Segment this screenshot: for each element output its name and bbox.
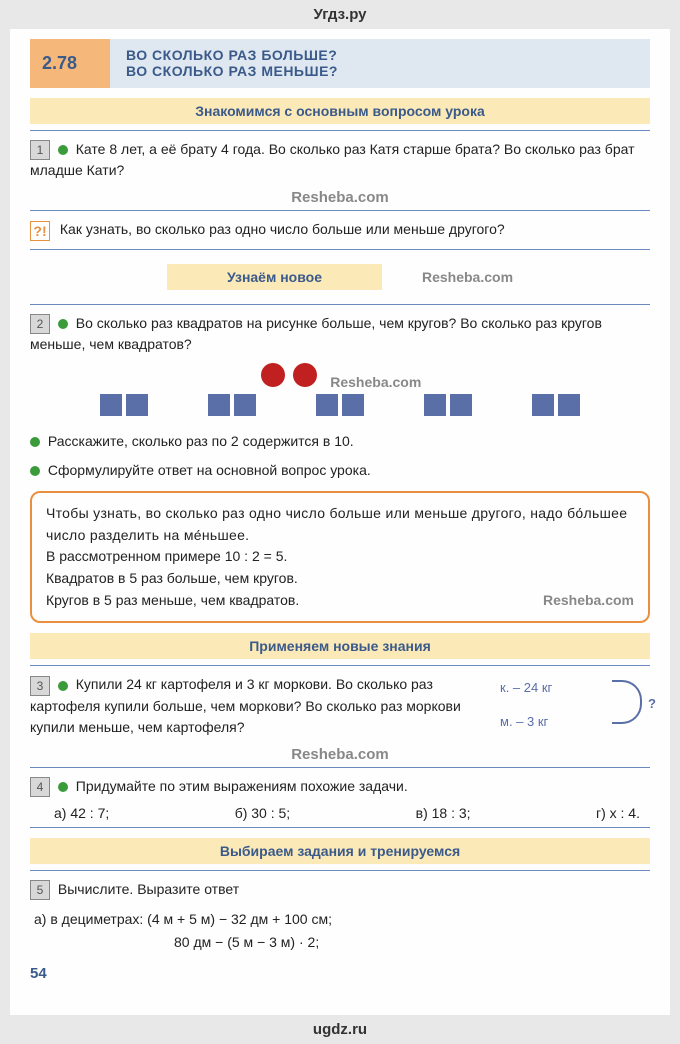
- title-line-1: ВО СКОЛЬКО РАЗ БОЛЬШЕ?: [126, 47, 634, 63]
- square-shape: [100, 394, 122, 416]
- watermark: Resheba.com: [330, 374, 421, 390]
- square-shape: [234, 394, 256, 416]
- task-5-body: а) в дециметрах: (4 м + 5 м) − 32 дм + 1…: [34, 908, 650, 953]
- expr-c: в) 18 : 3;: [416, 805, 471, 821]
- divider: [30, 827, 650, 828]
- question-1-text: Как узнать, во сколько раз одно число бо…: [60, 221, 505, 237]
- page-number: 54: [30, 965, 650, 982]
- green-dot-icon: [58, 681, 68, 691]
- divider: [30, 249, 650, 250]
- square-shape: [126, 394, 148, 416]
- green-dot-icon: [30, 437, 40, 447]
- green-dot-icon: [58, 782, 68, 792]
- task-number-box: 5: [30, 880, 50, 900]
- rule-box: Чтобы узнать, во сколько раз одно число …: [30, 491, 650, 623]
- task-4: 4 Придумайте по этим выражениям похожие …: [30, 776, 650, 797]
- task-4-text: Придумайте по этим выражениям похожие за…: [76, 778, 408, 794]
- task-5-text: Вычислите. Выразите ответ: [58, 881, 239, 897]
- rule-line-4: Кругов в 5 раз меньше, чем квадратов.: [46, 590, 299, 612]
- square-shape: [316, 394, 338, 416]
- green-dot-icon: [58, 319, 68, 329]
- green-dot-icon: [58, 145, 68, 155]
- task-number-box: 2: [30, 314, 50, 334]
- section-band-3: Применяем новые знания: [30, 633, 650, 659]
- task-2-sub-2-text: Сформулируйте ответ на основной вопрос у…: [48, 462, 371, 478]
- green-dot-icon: [30, 466, 40, 476]
- task-5-a2: 80 дм − (5 м − 3 м) · 2;: [174, 931, 650, 953]
- expr-d: г) x : 4.: [596, 805, 640, 821]
- task-4-expressions: а) 42 : 7; б) 30 : 5; в) 18 : 3; г) x : …: [54, 805, 640, 821]
- square-shape: [532, 394, 554, 416]
- square-pair: [98, 394, 150, 419]
- divider: [30, 304, 650, 305]
- watermark: Resheba.com: [543, 590, 634, 612]
- divider: [30, 870, 650, 871]
- circles-row: Resheba.com: [30, 363, 650, 390]
- square-shape: [342, 394, 364, 416]
- question-icon: ?!: [30, 221, 50, 241]
- circle-shape: [261, 363, 285, 387]
- square-shape: [208, 394, 230, 416]
- task-5-a1: а) в дециметрах: (4 м + 5 м) − 32 дм + 1…: [34, 908, 650, 930]
- square-shape: [558, 394, 580, 416]
- section-band-2: Узнаём новое: [167, 264, 382, 290]
- rule-line-1: Чтобы узнать, во сколько раз одно число …: [46, 503, 634, 546]
- divider: [30, 130, 650, 131]
- divider: [30, 210, 650, 211]
- task-3: 3 Купили 24 кг картофеля и 3 кг моркови.…: [30, 674, 650, 737]
- divider: [30, 665, 650, 666]
- square-pair: [314, 394, 366, 419]
- task-2: 2 Во сколько раз квадратов на рисунке бо…: [30, 313, 650, 355]
- task-2-sub-1-text: Расскажите, сколько раз по 2 содержится …: [48, 433, 354, 449]
- task-number-box: 4: [30, 777, 50, 797]
- section-band-4: Выбираем задания и тренируемся: [30, 838, 650, 864]
- task-1-text: Кате 8 лет, а её брату 4 года. Во скольк…: [30, 141, 635, 178]
- watermark: Resheba.com: [422, 269, 513, 285]
- square-pair: [422, 394, 474, 419]
- question-1: ?! Как узнать, во сколько раз одно число…: [30, 219, 650, 240]
- task-3-diagram: к. – 24 кг м. – 3 кг ?: [500, 674, 650, 737]
- section-band-1: Знакомимся с основным вопросом урока: [30, 98, 650, 124]
- task-2-text: Во сколько раз квадратов на рисунке боль…: [30, 315, 602, 352]
- rule-line-2: В рассмотренном примере 10 : 2 = 5.: [46, 546, 634, 568]
- rule-line-3: Квадратов в 5 раз больше, чем кругов.: [46, 568, 634, 590]
- expr-b: б) 30 : 5;: [235, 805, 291, 821]
- watermark: Resheba.com: [30, 189, 650, 206]
- task-2-sub-1: Расскажите, сколько раз по 2 содержится …: [30, 431, 650, 452]
- divider: [30, 767, 650, 768]
- lesson-title: ВО СКОЛЬКО РАЗ БОЛЬШЕ? ВО СКОЛЬКО РАЗ МЕ…: [110, 39, 650, 88]
- task-5: 5 Вычислите. Выразите ответ: [30, 879, 650, 900]
- square-shape: [450, 394, 472, 416]
- square-pair: [206, 394, 258, 419]
- task-number-box: 1: [30, 140, 50, 160]
- lesson-number: 2.78: [30, 39, 110, 88]
- squares-row: [70, 394, 610, 419]
- task-number-box: 3: [30, 676, 50, 696]
- expr-a: а) 42 : 7;: [54, 805, 109, 821]
- textbook-page: 2.78 ВО СКОЛЬКО РАЗ БОЛЬШЕ? ВО СКОЛЬКО Р…: [10, 29, 670, 1015]
- square-pair: [530, 394, 582, 419]
- watermark: Resheba.com: [30, 746, 650, 763]
- task-2-sub-2: Сформулируйте ответ на основной вопрос у…: [30, 460, 650, 481]
- title-line-2: ВО СКОЛЬКО РАЗ МЕНЬШЕ?: [126, 63, 634, 79]
- task-1: 1 Кате 8 лет, а её брату 4 года. Во скол…: [30, 139, 650, 181]
- site-header: Угдз.ру: [0, 0, 680, 29]
- circle-shape: [293, 363, 317, 387]
- square-shape: [424, 394, 446, 416]
- site-footer: ugdz.ru: [0, 1015, 680, 1044]
- lesson-header: 2.78 ВО СКОЛЬКО РАЗ БОЛЬШЕ? ВО СКОЛЬКО Р…: [30, 39, 650, 88]
- task-3-text: Купили 24 кг картофеля и 3 кг моркови. В…: [30, 676, 461, 734]
- question-mark: ?: [648, 694, 656, 714]
